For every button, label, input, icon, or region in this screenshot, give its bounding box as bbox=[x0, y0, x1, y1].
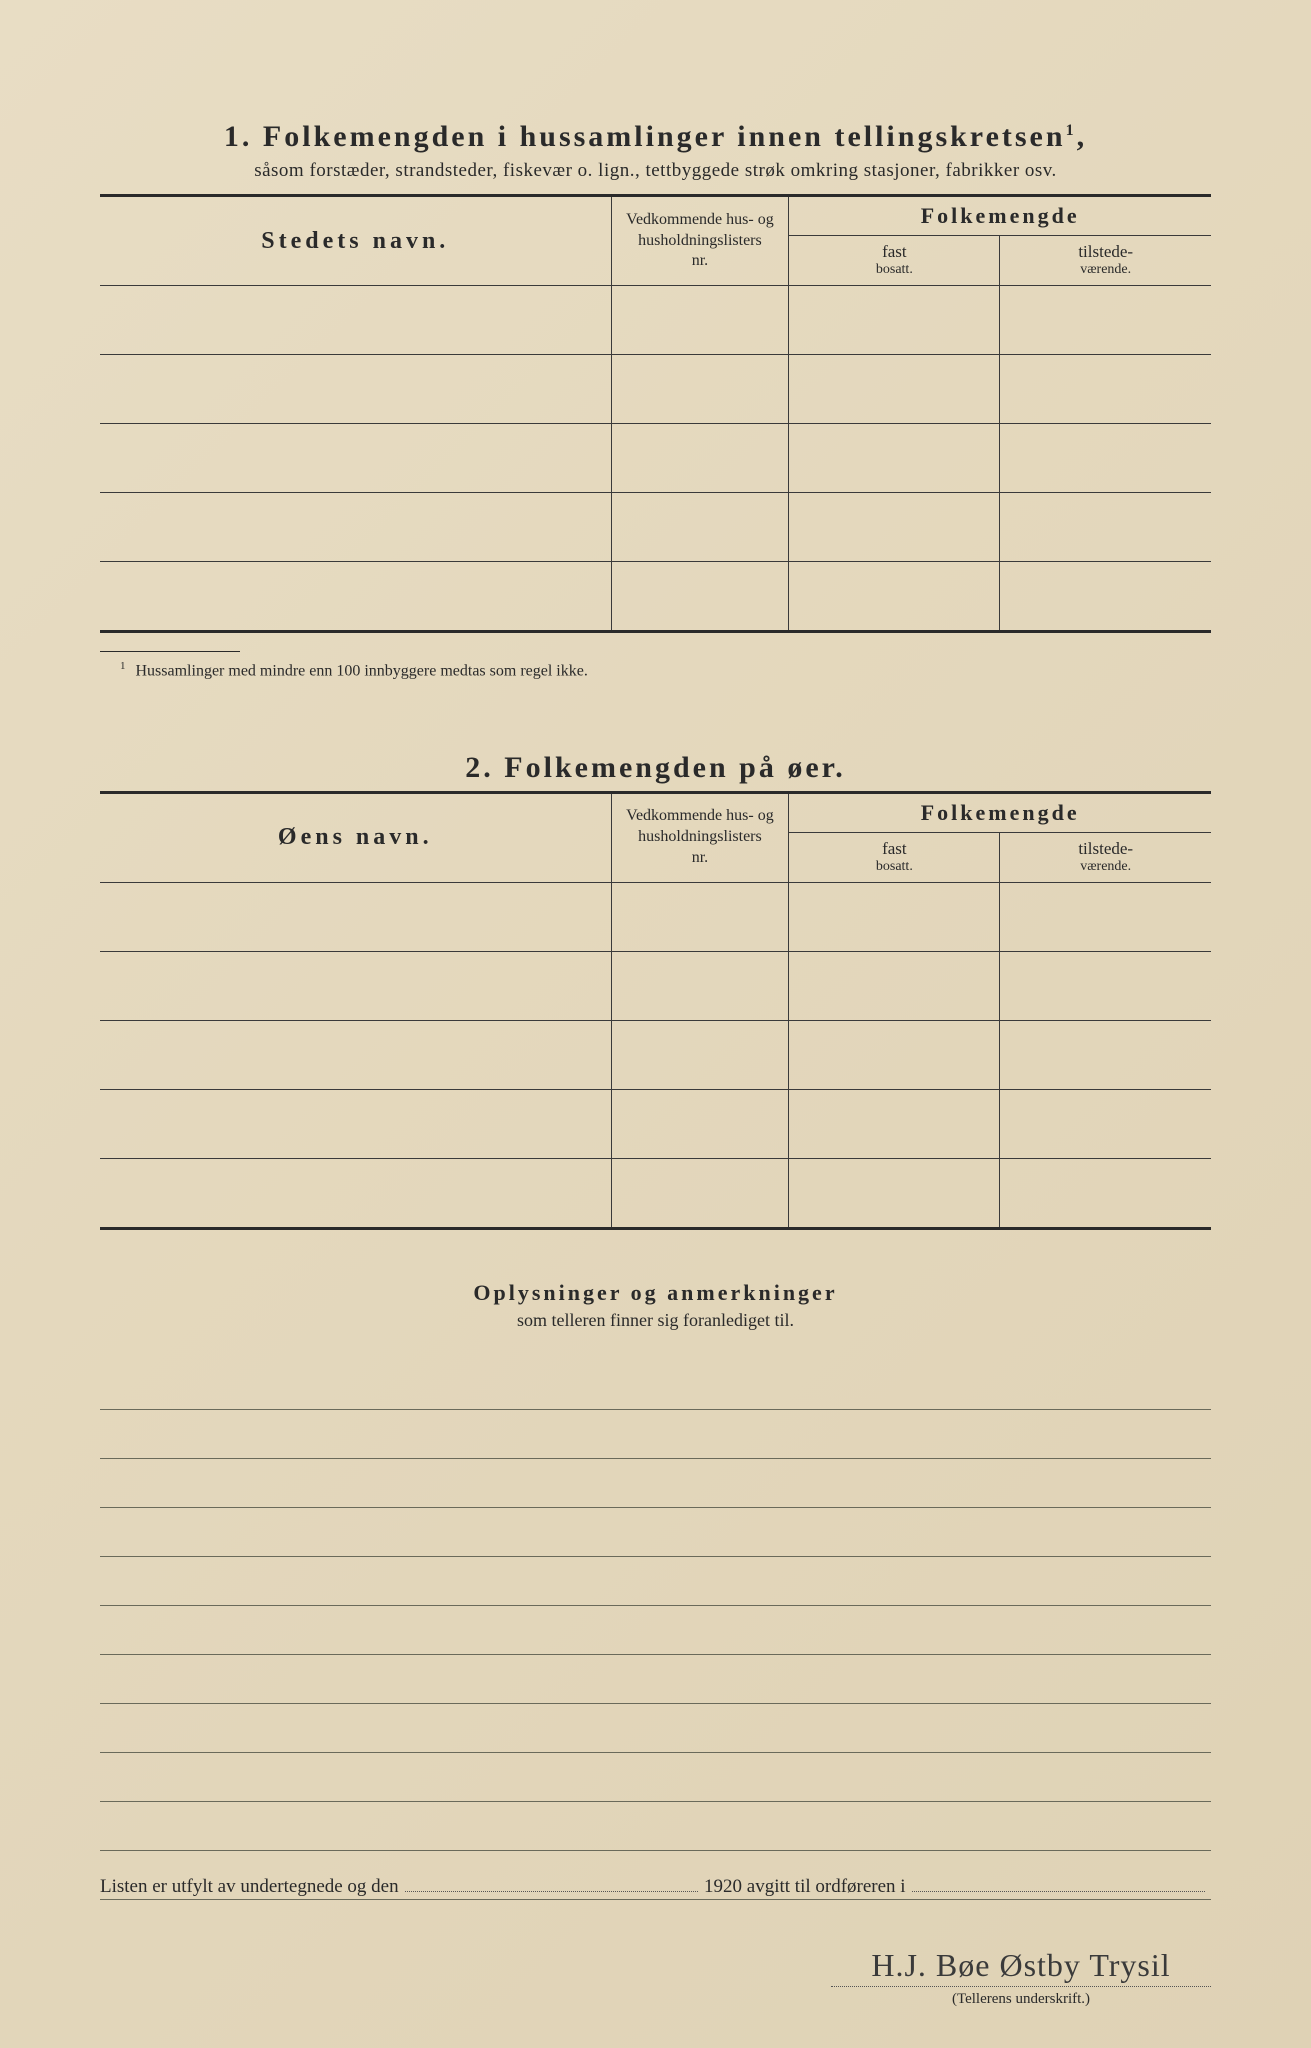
section2-table: Øens navn. Vedkommende hus- og husholdni… bbox=[100, 791, 1211, 1230]
col-fast-sub: bosatt. bbox=[797, 262, 991, 279]
col-ref2-l2: husholdningslisters bbox=[638, 828, 762, 845]
signature-label: (Tellerens underskrift.) bbox=[831, 1991, 1211, 2008]
section2-number: 2. bbox=[465, 751, 494, 784]
table-row bbox=[100, 355, 1211, 424]
bottom-text-after: avgitt til ordføreren i bbox=[747, 1876, 906, 1898]
table-row bbox=[100, 882, 1211, 951]
footnote-rule bbox=[100, 651, 240, 652]
col-ref-l1: Vedkommende hus- og bbox=[626, 211, 774, 228]
col-ref2-l1: Vedkommende hus- og bbox=[626, 807, 774, 824]
col-tilstede2-sub: værende. bbox=[1008, 859, 1203, 876]
notes-title: Oplysninger og anmerkninger bbox=[100, 1280, 1211, 1306]
section1-title: 1. Folkemengden i hussamlinger innen tel… bbox=[100, 120, 1211, 154]
col-ref2-l3: nr. bbox=[692, 849, 708, 866]
section2-title: 2. Folkemengden på øer. bbox=[100, 751, 1211, 785]
col-tilstede: tilstede- værende. bbox=[1000, 236, 1211, 286]
document-page: 1. Folkemengden i hussamlinger innen tel… bbox=[0, 0, 1311, 2048]
section1-footnote: 1 Hussamlinger med mindre enn 100 innbyg… bbox=[100, 660, 1211, 680]
notes-line bbox=[100, 1361, 1211, 1410]
table-row bbox=[100, 951, 1211, 1020]
notes-line bbox=[100, 1802, 1211, 1851]
fill-blank bbox=[405, 1891, 698, 1892]
notes-subtitle: som telleren finner sig foranlediget til… bbox=[100, 1310, 1211, 1331]
col-ref-l2: husholdningslisters bbox=[638, 232, 762, 249]
section1-title-text: Folkemengden i hussamlinger innen tellin… bbox=[263, 120, 1066, 153]
col-ref: Vedkommende hus- og husholdningslisters … bbox=[611, 196, 789, 286]
bottom-year: 1920 bbox=[704, 1876, 742, 1898]
col-fast-label: fast bbox=[882, 242, 907, 261]
col-fast2: fast bosatt. bbox=[789, 832, 1000, 882]
col-folkemengde: Folkemengde bbox=[789, 196, 1211, 236]
notes-line bbox=[100, 1655, 1211, 1704]
table-row bbox=[100, 286, 1211, 355]
signature-area: H.J. Bøe Østby Trysil (Tellerens undersk… bbox=[831, 1947, 1211, 2008]
col-fast: fast bosatt. bbox=[789, 236, 1000, 286]
table-row bbox=[100, 1089, 1211, 1158]
table-row bbox=[100, 424, 1211, 493]
notes-line bbox=[100, 1753, 1211, 1802]
notes-line bbox=[100, 1410, 1211, 1459]
notes-lines bbox=[100, 1361, 1211, 1900]
notes-line bbox=[100, 1557, 1211, 1606]
col-fast2-label: fast bbox=[882, 839, 907, 858]
col-tilstede-label: tilstede- bbox=[1078, 242, 1133, 261]
col-stedets-navn: Stedets navn. bbox=[100, 196, 611, 286]
col-tilstede2: tilstede- værende. bbox=[1000, 832, 1211, 882]
section1-title-sup: 1 bbox=[1066, 122, 1077, 139]
notes-line bbox=[100, 1459, 1211, 1508]
notes-line bbox=[100, 1606, 1211, 1655]
col-fast2-sub: bosatt. bbox=[797, 859, 991, 876]
signature-handwriting: H.J. Bøe Østby Trysil bbox=[831, 1947, 1211, 1987]
col-folkemengde2: Folkemengde bbox=[789, 792, 1211, 832]
notes-line bbox=[100, 1508, 1211, 1557]
table-row bbox=[100, 562, 1211, 632]
section1-number: 1. bbox=[224, 120, 253, 153]
fill-blank bbox=[912, 1891, 1205, 1892]
col-oens-navn: Øens navn. bbox=[100, 792, 611, 882]
footnote-marker: 1 bbox=[120, 660, 126, 672]
section2-title-text: Folkemengden på øer. bbox=[504, 751, 845, 784]
col-ref2: Vedkommende hus- og husholdningslisters … bbox=[611, 792, 789, 882]
notes-line bbox=[100, 1704, 1211, 1753]
section1-table: Stedets navn. Vedkommende hus- og hushol… bbox=[100, 194, 1211, 633]
table-row bbox=[100, 493, 1211, 562]
col-ref-l3: nr. bbox=[692, 252, 708, 269]
table-row bbox=[100, 1020, 1211, 1089]
footnote-text: Hussamlinger med mindre enn 100 innbygge… bbox=[136, 663, 588, 680]
bottom-text-before: Listen er utfylt av undertegnede og den bbox=[100, 1876, 399, 1898]
section1-subtitle: såsom forstæder, strandsteder, fiskevær … bbox=[100, 160, 1211, 182]
table-row bbox=[100, 1158, 1211, 1228]
col-tilstede-sub: værende. bbox=[1008, 262, 1203, 279]
bottom-attestation: Listen er utfylt av undertegnede og den … bbox=[100, 1876, 1211, 1898]
col-tilstede2-label: tilstede- bbox=[1078, 839, 1133, 858]
